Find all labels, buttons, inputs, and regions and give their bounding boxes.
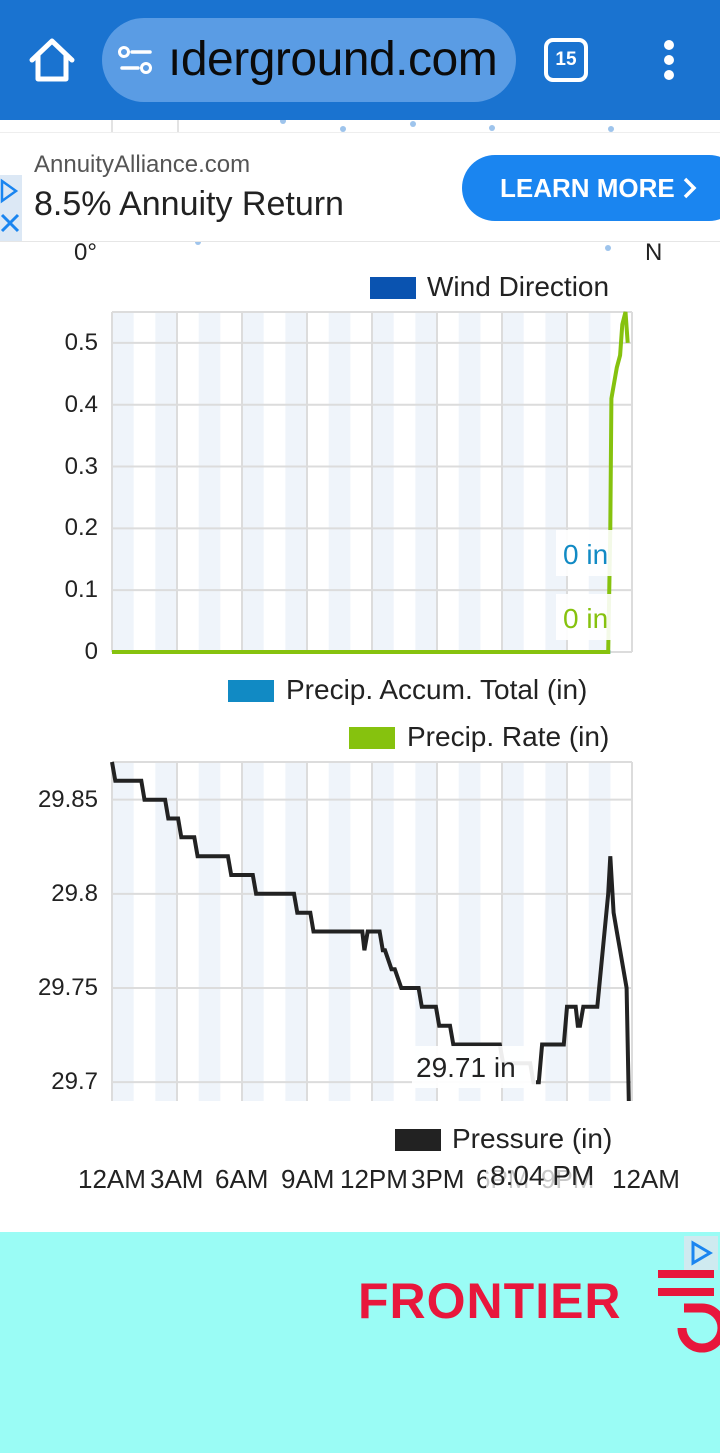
ad-banner-annuity[interactable]: AnnuityAlliance.com 8.5% Annuity Return … — [0, 132, 720, 242]
overflow-menu-button[interactable] — [654, 36, 684, 84]
x-tick-label: 3AM — [150, 1164, 204, 1194]
legend-swatch — [349, 727, 395, 749]
hour-band — [372, 312, 394, 652]
hour-band — [155, 312, 178, 652]
hour-band — [415, 312, 438, 652]
precip-tooltip-rate: 0 in — [563, 603, 608, 634]
y-tick-label: 29.85 — [37, 785, 98, 813]
hour-band — [112, 312, 134, 652]
hour-band — [502, 312, 524, 652]
frontier-logo-mark — [658, 1270, 720, 1353]
site-settings-icon[interactable] — [118, 44, 154, 76]
y-tick-label: 0 — [84, 638, 98, 665]
x-tick-label: 12AM — [612, 1164, 680, 1194]
hour-band — [458, 762, 481, 1101]
ad-choices-badge[interactable] — [684, 1236, 718, 1270]
pressure-tooltip: 29.71 in — [416, 1052, 516, 1083]
precip-tooltip-total-bg — [556, 530, 614, 576]
wind-dot — [280, 120, 286, 124]
precip-chart-background — [112, 312, 611, 652]
hour-band — [242, 762, 264, 1101]
browser-toolbar: ıderground.com 15 — [0, 0, 720, 120]
y-tick-label: 0.1 — [64, 576, 98, 604]
wind-axis-label-left: 0° — [74, 239, 97, 266]
wind-dot — [608, 126, 614, 132]
hour-band — [112, 762, 134, 1101]
x-tick-label: 3PM — [411, 1164, 465, 1194]
hour-band — [285, 312, 308, 652]
tab-switcher-button[interactable]: 15 — [544, 38, 588, 82]
ad-domain[interactable]: AnnuityAlliance.com — [34, 151, 251, 178]
hour-band — [545, 762, 568, 1101]
hour-band — [458, 312, 481, 652]
legend-swatch — [228, 680, 274, 702]
pressure-chart-grid — [111, 761, 633, 1101]
hour-band — [198, 762, 221, 1101]
y-tick-label: 0.5 — [64, 328, 98, 356]
hour-band — [415, 762, 438, 1101]
home-icon — [29, 38, 75, 82]
precip-tooltip-rate-bg — [556, 594, 614, 640]
precip-tooltip-total: 0 in — [563, 539, 608, 570]
time-cursor-label: 8:04 PM — [486, 1160, 599, 1192]
y-tick-label: 0.3 — [64, 452, 98, 480]
legend-swatch — [370, 277, 416, 299]
wind-dot — [605, 245, 611, 251]
ad-choices-badge[interactable] — [0, 175, 22, 241]
hour-band — [328, 312, 351, 652]
hour-band — [372, 762, 394, 1101]
x-tick-label: 12PM — [340, 1164, 408, 1194]
wind-dot — [340, 126, 346, 132]
hour-band — [198, 312, 221, 652]
y-tick-label: 0.2 — [64, 514, 98, 542]
wind-axis-label-right: N — [645, 239, 662, 266]
x-tick-label: 12AM — [78, 1164, 146, 1194]
chevron-right-icon — [683, 177, 697, 199]
y-tick-label: 0.4 — [64, 390, 98, 418]
ad-choices-icon — [691, 1240, 713, 1266]
address-bar[interactable]: ıderground.com — [102, 18, 516, 102]
y-tick-label: 29.8 — [51, 879, 98, 907]
legend-swatch — [395, 1129, 441, 1151]
x-tick-label: 6AM — [215, 1164, 269, 1194]
url-text[interactable]: ıderground.com — [168, 33, 498, 86]
pressure-tooltip-bg — [412, 1046, 536, 1088]
home-button[interactable] — [22, 30, 82, 90]
hour-band — [242, 312, 264, 652]
y-tick-label: 29.7 — [51, 1068, 98, 1096]
pressure-chart-background — [112, 762, 611, 1101]
hour-band — [502, 762, 524, 1101]
frontier-logo[interactable]: FRONTIER — [358, 1273, 622, 1329]
hour-band — [285, 762, 308, 1101]
y-tick-label: 29.75 — [37, 974, 98, 1001]
hour-band — [588, 762, 611, 1101]
wind-dot — [489, 125, 495, 131]
learn-more-button[interactable]: LEARN MORE — [462, 155, 720, 221]
ad-headline[interactable]: 8.5% Annuity Return — [34, 185, 344, 223]
ad-choices-icon — [0, 178, 20, 233]
history-charts: 0° N 0 in 0 in 29.71 in — [74, 120, 662, 1102]
pressure-series — [110, 761, 631, 1102]
wind-dot — [410, 121, 416, 127]
hour-band — [155, 762, 178, 1101]
ad-banner-frontier[interactable]: FRONTIER — [0, 1232, 720, 1453]
x-tick-label: 9AM — [281, 1164, 335, 1194]
